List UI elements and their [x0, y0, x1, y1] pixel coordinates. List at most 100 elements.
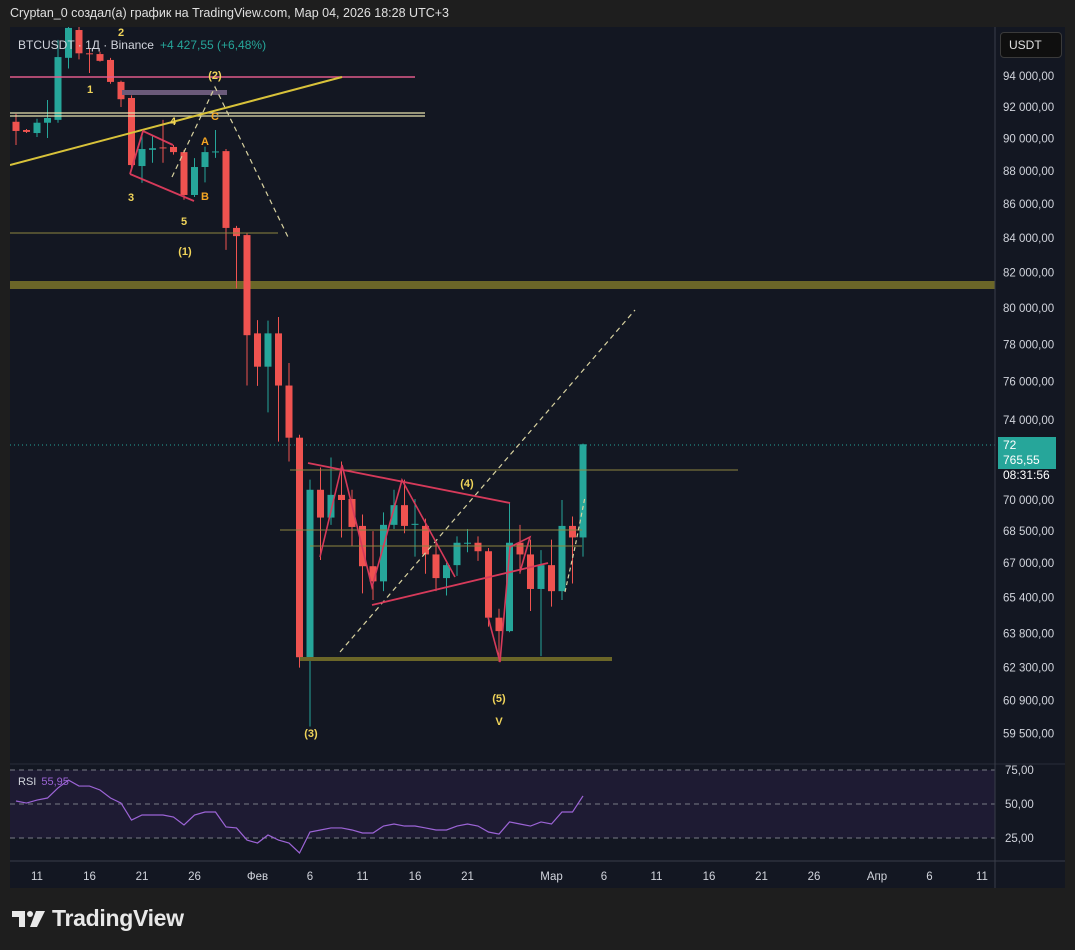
triangle-lower[interactable] [129, 173, 195, 202]
candle [296, 434, 303, 668]
wave-labels: 2 1 (2) 4 C A 3 B 5 (1) (3) (4) (5) V [87, 27, 506, 740]
price-tick-label: 68 500,00 [1003, 526, 1054, 538]
wave-label[interactable]: 3 [128, 192, 134, 204]
candle [401, 479, 408, 534]
trend-line-yellow[interactable] [10, 76, 343, 166]
rsi-label: RSI [18, 776, 37, 788]
candle-body [296, 437, 303, 658]
price-tick-label: 94 000,00 [1003, 71, 1054, 83]
candle-body [422, 525, 429, 555]
wave-label[interactable]: 2 [118, 27, 124, 39]
wave-label[interactable]: (3) [304, 728, 318, 740]
rsi-legend[interactable]: RSI 55,95 [18, 776, 69, 788]
price-tick-label: 76 000,00 [1003, 377, 1054, 389]
candle-body [65, 27, 72, 58]
candle-body [306, 489, 314, 658]
wave-label[interactable]: (2) [208, 70, 222, 82]
candle [527, 539, 534, 611]
candle [201, 146, 209, 183]
candle-body [443, 565, 450, 579]
time-tick-label: 16 [83, 871, 96, 883]
support-zone-82k[interactable] [10, 281, 995, 289]
candle-body [212, 151, 219, 153]
wave-label[interactable]: C [211, 111, 219, 123]
chart-panel[interactable]: 2 1 (2) 4 C A 3 B 5 (1) (3) (4) (5) V 94 000,00 92 000… [10, 27, 1065, 888]
candle-body [222, 151, 230, 228]
candle [474, 536, 482, 561]
candle-body [380, 524, 387, 582]
candle-body [558, 525, 566, 592]
price-tick-label: 84 000,00 [1003, 233, 1054, 245]
time-tick-label: Фев [247, 871, 268, 883]
rsi-value: 55,95 [41, 776, 69, 788]
price-tick-label: 70 000,00 [1003, 495, 1054, 507]
symbol-legend[interactable]: BTCUSDT · 1Д · Binance +4 427,55 (+6,48%) [18, 38, 266, 52]
candle [75, 27, 83, 60]
time-tick-label: 16 [409, 871, 422, 883]
candle-body [254, 333, 261, 367]
wave-label[interactable]: V [495, 716, 503, 728]
candle [65, 27, 72, 69]
candle [443, 562, 450, 596]
zone-bar-purple[interactable] [122, 90, 227, 95]
candle-body [264, 333, 272, 367]
wave-zigzag-2[interactable] [487, 535, 532, 663]
wave-label[interactable]: (5) [492, 693, 506, 705]
currency-button[interactable]: USDT [1000, 32, 1062, 58]
candle [107, 57, 114, 84]
time-tick-label: 11 [651, 871, 663, 883]
projection-dashed-3[interactable] [564, 496, 586, 593]
tradingview-logo[interactable]: TradingView [12, 905, 184, 932]
price-tick-label: 82 000,00 [1003, 267, 1054, 279]
wave-label[interactable]: (1) [178, 246, 192, 258]
candle-body [138, 149, 146, 167]
time-tick-label: 11 [31, 871, 43, 883]
legend-separator: · [74, 38, 86, 52]
price-change: +4 427,55 (+6,48%) [159, 38, 267, 52]
candle-body [506, 542, 513, 632]
wave-label[interactable]: B [201, 191, 209, 203]
wave-label[interactable]: 1 [87, 84, 93, 96]
wave-label[interactable]: 5 [181, 216, 187, 228]
candle-body [327, 494, 335, 518]
time-tick-label: 21 [136, 871, 149, 883]
candle-body [474, 542, 482, 552]
wave-label[interactable]: A [201, 136, 209, 148]
candle-body [128, 97, 135, 166]
wave-label[interactable]: (4) [460, 478, 474, 490]
rsi-tick-label: 75,00 [1005, 765, 1034, 777]
candle-body [548, 565, 555, 592]
candle-body [12, 121, 20, 131]
candle [495, 608, 503, 662]
candle [138, 133, 146, 183]
wave-zigzag-1[interactable] [319, 464, 456, 591]
wave-label[interactable]: 4 [170, 116, 177, 128]
projection-dashed-1[interactable] [171, 85, 289, 238]
candle [275, 316, 282, 442]
price-tick-label: 67 000,00 [1003, 558, 1054, 570]
candle [569, 516, 576, 584]
tradingview-logo-icon [12, 910, 45, 927]
triangle-upper[interactable] [129, 129, 174, 175]
candle-body [54, 57, 62, 120]
candle-body [149, 148, 156, 150]
candle-body [201, 152, 209, 168]
price-tick-label: 65 400,00 [1003, 593, 1054, 605]
candle [369, 531, 377, 600]
price-tick-label: 80 000,00 [1003, 303, 1054, 315]
candle [170, 145, 177, 155]
candle-body [579, 444, 587, 538]
candle [317, 467, 324, 560]
candle [180, 149, 188, 200]
projection-dashed-2[interactable] [339, 309, 636, 653]
support-line-62k[interactable] [300, 657, 612, 661]
candle-body [390, 505, 398, 525]
candles [12, 27, 587, 727]
logo-text: TradingView [52, 905, 184, 931]
candle [243, 232, 251, 386]
wedge-lower[interactable] [371, 562, 549, 606]
candle-body [44, 117, 51, 123]
candle [506, 503, 513, 633]
candle-body [569, 525, 576, 538]
